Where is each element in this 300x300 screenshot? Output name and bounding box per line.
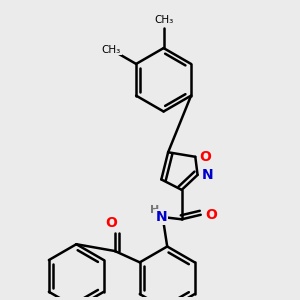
Text: CH₃: CH₃ [102,45,121,55]
Text: O: O [205,208,217,222]
Text: N: N [202,168,213,182]
Text: CH₃: CH₃ [154,14,173,25]
Text: H: H [150,205,159,215]
Text: O: O [199,150,211,164]
Text: O: O [105,216,117,230]
Text: N: N [156,210,168,224]
